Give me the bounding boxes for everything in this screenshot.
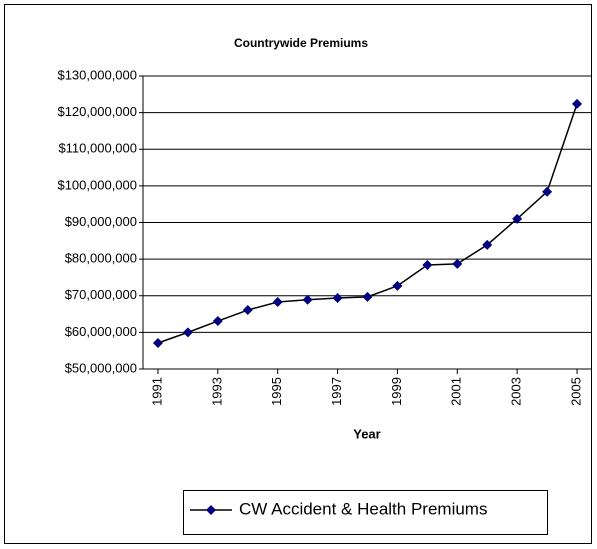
- x-tick-label: 1997: [329, 377, 344, 406]
- x-tick-label: 2003: [509, 377, 524, 406]
- y-tick-label: $120,000,000: [57, 104, 137, 119]
- y-tick-label: $80,000,000: [65, 251, 137, 266]
- y-tick-label: $60,000,000: [65, 324, 137, 339]
- data-point: [242, 305, 253, 316]
- x-tick-label: 1995: [269, 377, 284, 406]
- x-tick-label: 1993: [209, 377, 224, 406]
- x-tick-label: 1999: [389, 377, 404, 406]
- x-tick-label: 2005: [568, 377, 583, 406]
- data-point: [302, 294, 313, 305]
- data-point: [572, 98, 583, 109]
- data-point: [272, 296, 283, 307]
- x-tick-label: 2001: [449, 377, 464, 406]
- data-point: [452, 258, 463, 269]
- data-point: [422, 259, 433, 270]
- y-tick-label: $70,000,000: [65, 287, 137, 302]
- legend-label: CW Accident & Health Premiums: [239, 499, 487, 518]
- data-point: [332, 292, 343, 303]
- y-tick-label: $110,000,000: [58, 141, 137, 156]
- data-point: [542, 186, 553, 197]
- data-point: [392, 280, 403, 291]
- y-tick-label: $50,000,000: [65, 360, 137, 375]
- legend-box: [183, 490, 548, 535]
- data-point: [152, 337, 163, 348]
- data-point: [182, 327, 193, 338]
- data-point: [362, 291, 373, 302]
- legend-marker: [206, 505, 216, 515]
- data-point: [482, 239, 493, 250]
- chart-title: Countrywide Premiums: [234, 36, 368, 50]
- x-tick-label: 1991: [149, 377, 164, 406]
- data-point: [212, 316, 223, 327]
- x-axis-label: Year: [353, 426, 380, 441]
- y-tick-label: $130,000,000: [57, 67, 137, 82]
- chart-border: [4, 4, 592, 544]
- y-tick-label: $90,000,000: [65, 214, 137, 229]
- y-tick-label: $100,000,000: [57, 177, 137, 192]
- data-point: [512, 213, 523, 224]
